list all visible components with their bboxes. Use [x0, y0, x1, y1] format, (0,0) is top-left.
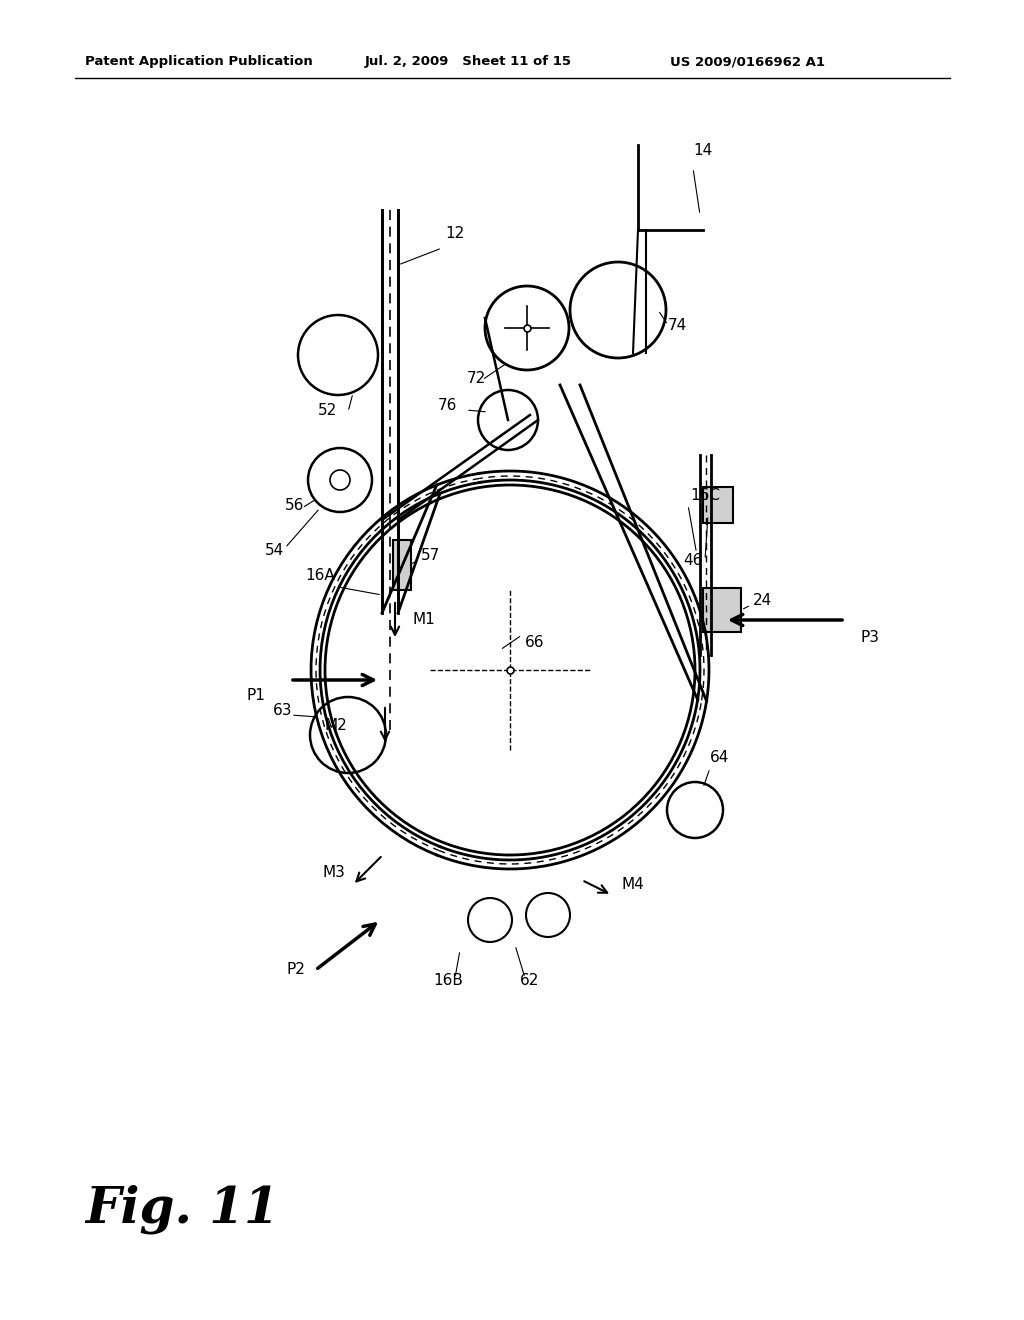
Text: 46: 46	[683, 553, 702, 568]
Text: 24: 24	[753, 593, 772, 609]
Bar	[393, 540, 411, 590]
Bar	[703, 587, 741, 632]
Text: 16A: 16A	[305, 568, 335, 583]
Text: 66: 66	[525, 635, 545, 649]
Text: 12: 12	[445, 226, 464, 242]
Text: 74: 74	[668, 318, 687, 333]
Text: Fig. 11: Fig. 11	[85, 1185, 279, 1234]
Text: Patent Application Publication: Patent Application Publication	[85, 55, 312, 69]
Text: 16B: 16B	[433, 973, 463, 987]
Text: 64: 64	[710, 750, 729, 766]
Text: US 2009/0166962 A1: US 2009/0166962 A1	[670, 55, 825, 69]
Text: P2: P2	[287, 962, 305, 977]
Text: 63: 63	[273, 704, 293, 718]
Text: M3: M3	[323, 865, 346, 880]
Text: 76: 76	[438, 399, 458, 413]
Text: 16C: 16C	[690, 488, 720, 503]
Text: 56: 56	[285, 498, 304, 513]
Text: Jul. 2, 2009   Sheet 11 of 15: Jul. 2, 2009 Sheet 11 of 15	[365, 55, 572, 69]
Text: P1: P1	[246, 688, 265, 704]
Text: M4: M4	[622, 876, 644, 892]
Text: M1: M1	[413, 612, 436, 627]
Bar	[703, 487, 733, 523]
Text: P3: P3	[860, 630, 879, 645]
Text: M2: M2	[325, 718, 348, 733]
Text: 72: 72	[467, 371, 486, 385]
Text: 54: 54	[265, 543, 285, 558]
Text: 57: 57	[421, 548, 440, 564]
Text: 52: 52	[318, 403, 337, 418]
Text: 14: 14	[693, 143, 713, 158]
Text: 62: 62	[520, 973, 540, 987]
